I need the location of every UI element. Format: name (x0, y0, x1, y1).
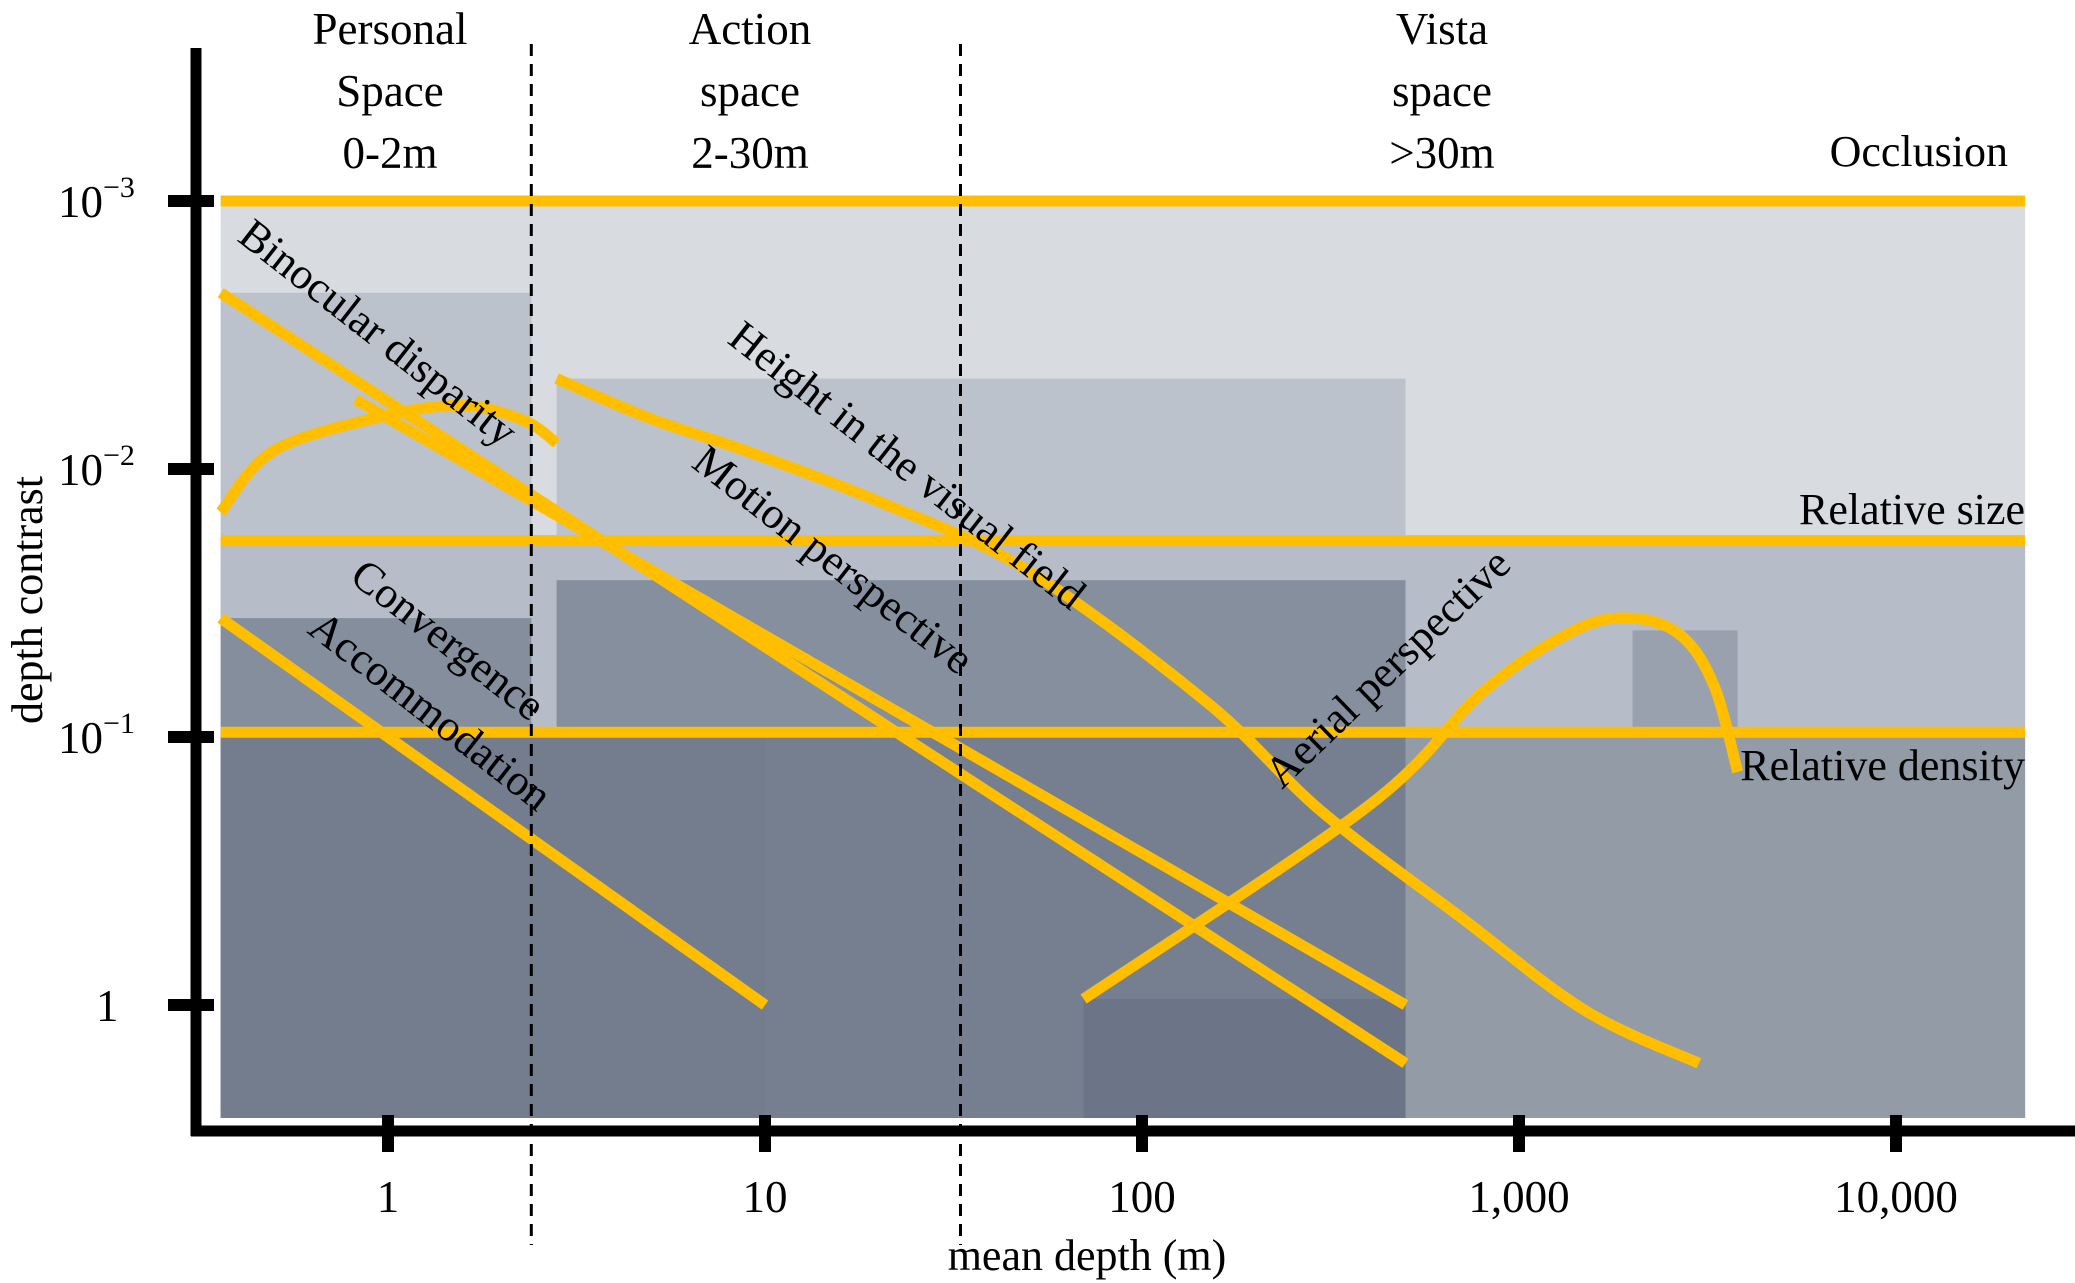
cue-curves (216, 195, 2026, 1069)
region-action-line-2: space (700, 66, 800, 116)
region-personal-line-3: 0-2m (343, 128, 438, 178)
x-tick-label-1: 1 (377, 1172, 400, 1222)
binocular-disparity-curve (217, 288, 1409, 1068)
relative-density-label: Relative density (1740, 741, 2025, 790)
binocular-hump-curve (216, 399, 560, 516)
region-dividers (529, 44, 962, 1245)
y-axis-title: depth contrast (3, 476, 52, 724)
band-vista-dark (1083, 999, 1406, 1118)
region-vista-line-1: Vista (1396, 4, 1488, 54)
y-tick-label-3: 10−1 (58, 707, 135, 763)
region-action-line-3: 2-30m (691, 128, 809, 178)
x-tick-label-4: 1,000 (1468, 1172, 1569, 1222)
relative-size-label: Relative size (1799, 485, 2025, 534)
region-vista-line-3: >30m (1389, 128, 1494, 178)
axes (190, 48, 2075, 1137)
x-tick-label-3: 100 (1108, 1172, 1176, 1222)
occlusion-label: Occlusion (1830, 127, 2008, 176)
region-personal-line-2: Space (336, 66, 443, 116)
y-tick-label-1: 10−3 (58, 171, 135, 227)
region-action-line-1: Action (689, 4, 811, 54)
region-vista-line-2: space (1392, 66, 1492, 116)
x-axis-title: mean depth (m) (948, 1231, 1227, 1280)
band-personal-dark (220, 732, 765, 1118)
x-tick-label-2: 10 (743, 1172, 788, 1222)
height-in-visual-field-curve (554, 373, 1702, 1069)
axis-ticks: 1 10 100 1,000 10,000 10−3 10−2 10−1 1 (58, 171, 1958, 1222)
y-tick-label-2: 10−2 (58, 439, 135, 495)
region-personal-line-1: Personal (313, 4, 468, 54)
accommodation-curve (217, 613, 769, 1010)
y-tick-label-4: 1 (96, 981, 119, 1031)
x-tick-label-5: 10,000 (1834, 1172, 1958, 1222)
aerial-perspective-curve (1080, 612, 1743, 1004)
